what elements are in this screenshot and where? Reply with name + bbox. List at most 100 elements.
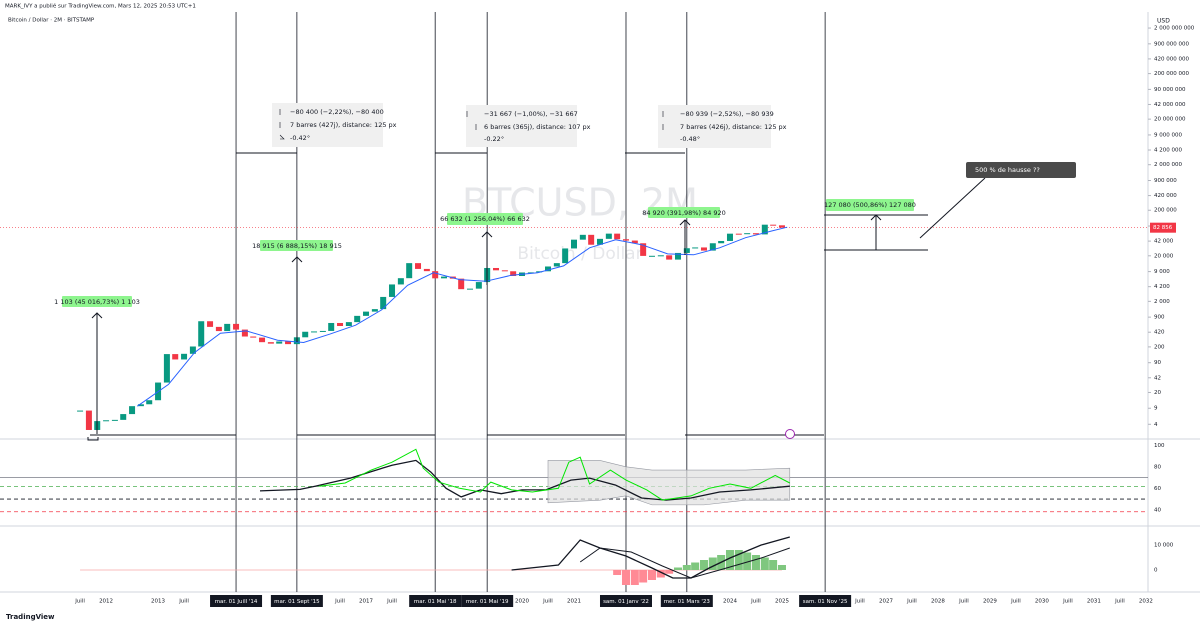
candle <box>571 239 577 249</box>
marker-bg <box>409 595 462 607</box>
candle <box>302 331 309 338</box>
candle <box>666 255 673 260</box>
candle <box>111 419 118 421</box>
gain-bg <box>826 199 914 211</box>
x-tick-label: 2030 <box>1035 599 1049 605</box>
candle <box>371 309 378 312</box>
marker-bg <box>461 595 514 607</box>
candle <box>328 322 335 331</box>
candle <box>415 263 422 269</box>
bracket <box>87 437 99 441</box>
x-tick-label: Juill <box>74 599 85 605</box>
moving-average <box>137 226 788 407</box>
candle <box>163 354 170 383</box>
candle <box>129 406 136 415</box>
measure-change: −80 939 (−2,52%), −80 939 <box>680 110 774 118</box>
measure-angle: -0.42° <box>290 134 310 142</box>
candle <box>432 271 439 279</box>
y-tick-label: 2 000 <box>1154 299 1170 305</box>
y-tick-label: 42 000 000 <box>1154 102 1186 108</box>
x-tick-label: Juill <box>958 599 969 605</box>
gain-text: 18 915 (6 888,15%) 18 915 <box>252 242 342 250</box>
candle <box>545 266 552 272</box>
candle <box>441 276 448 279</box>
callout: 500 % de hausse ?? <box>975 166 1040 174</box>
x-tick-label: 2031 <box>1087 599 1101 605</box>
drawings <box>87 152 986 441</box>
x-tick-label: Juill <box>1062 599 1073 605</box>
candle <box>510 271 517 277</box>
marker-bg <box>270 595 323 607</box>
event-icon[interactable] <box>785 429 795 439</box>
candle <box>337 322 344 327</box>
gain-text: 66 632 (1 256,04%) 66 632 <box>440 215 530 223</box>
marker-label: mer. 01 Mars '23 <box>664 599 711 605</box>
y-tick-label: 200 000 <box>1154 208 1177 214</box>
candle <box>137 404 144 407</box>
symbol: Bitcoin / Dollar · 2M · BITSTAMP <box>8 18 95 24</box>
y-tick-label: 9 000 <box>1154 269 1170 275</box>
candle <box>172 354 179 360</box>
macd-bar <box>630 570 639 585</box>
marker-label: sam. 01 Nov '25 <box>803 599 848 605</box>
macd-bar <box>751 555 760 570</box>
candle <box>207 321 214 327</box>
macd-bar <box>621 570 630 585</box>
candle <box>224 323 231 332</box>
measure-bg <box>272 103 383 147</box>
candle <box>614 233 621 240</box>
candle <box>588 234 595 245</box>
candle <box>726 233 733 241</box>
candle <box>198 321 205 347</box>
measure-box: −80 400 (−2,22%), −80 400 7 barres (427j… <box>272 103 397 147</box>
x-tick-label: Juill <box>386 599 397 605</box>
measure-bg <box>658 105 771 148</box>
measure-icons <box>279 109 664 140</box>
rsi-tick-label: 60 <box>1154 486 1161 492</box>
arrows <box>91 214 882 434</box>
macd-bar <box>777 565 786 570</box>
marker-bg <box>599 595 652 607</box>
gain-text: 127 080 (500,86%) 127 080 <box>824 201 916 209</box>
x-tick-label: Juill <box>854 599 865 605</box>
candle <box>380 296 387 310</box>
candle <box>77 410 84 412</box>
y-tick-label: 2 000 000 000 <box>1154 26 1195 32</box>
candle <box>692 247 699 249</box>
candle <box>562 248 569 264</box>
candle <box>259 337 266 343</box>
gain-bg <box>648 207 720 218</box>
measure-box: −80 939 (−2,52%), −80 939 7 barres (426j… <box>658 105 787 148</box>
candle <box>120 414 127 420</box>
rsi-line <box>259 459 790 501</box>
candle <box>146 400 153 405</box>
macd-line <box>511 536 790 579</box>
price-label-bg <box>1150 222 1176 233</box>
candle <box>467 288 474 290</box>
x-tick-label: Juill <box>750 599 761 605</box>
candle <box>397 278 404 285</box>
marker-bg <box>799 595 852 607</box>
y-tick-label: 9 000 000 <box>1154 132 1182 138</box>
candle <box>553 263 560 267</box>
brand: TradingView <box>6 613 55 621</box>
macd-bar <box>699 560 708 570</box>
x-tick-label: Juill <box>334 599 345 605</box>
y-tick-label: 900 000 <box>1154 178 1177 184</box>
measure-angle: -0.22° <box>484 135 504 143</box>
gain-label: 1 103 (45 016,73%) 1 103 18 915 (6 888,1… <box>54 199 916 307</box>
x-tick-label: 2032 <box>1139 599 1153 605</box>
measure-bars: 7 barres (426j), distance: 125 px <box>680 123 787 131</box>
y-tick-label: 9 <box>1154 406 1158 412</box>
candle <box>103 420 110 422</box>
marker-label: sam. 01 Janv '22 <box>603 599 649 605</box>
candle <box>493 267 500 271</box>
macd-bar <box>734 550 743 570</box>
y-tick-label: 4 200 000 <box>1154 148 1182 154</box>
candle <box>674 252 681 260</box>
macd-bar <box>725 550 734 570</box>
macd-line <box>579 547 790 579</box>
macd-bar <box>682 565 691 570</box>
macd-bar <box>708 557 717 570</box>
